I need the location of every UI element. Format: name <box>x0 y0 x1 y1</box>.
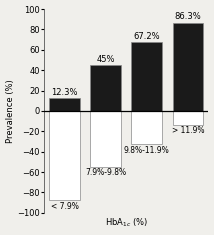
Text: > 11.9%: > 11.9% <box>172 126 204 135</box>
Text: 9.8%-11.9%: 9.8%-11.9% <box>124 146 170 155</box>
Bar <box>49 98 80 111</box>
Bar <box>131 111 162 144</box>
Y-axis label: Prevalence (%): Prevalence (%) <box>6 79 15 143</box>
Text: 86.3%: 86.3% <box>175 12 201 21</box>
Bar <box>91 111 121 167</box>
Bar <box>91 65 121 111</box>
Text: 45%: 45% <box>97 55 115 63</box>
Bar <box>131 43 162 111</box>
Bar <box>49 111 80 200</box>
Bar <box>172 23 203 111</box>
Text: < 7.9%: < 7.9% <box>51 202 79 211</box>
X-axis label: HbA$_{1c}$ (%): HbA$_{1c}$ (%) <box>105 217 148 229</box>
Text: 12.3%: 12.3% <box>52 88 78 97</box>
Bar <box>172 111 203 125</box>
Text: 7.9%-9.8%: 7.9%-9.8% <box>85 168 126 177</box>
Text: 67.2%: 67.2% <box>134 32 160 41</box>
